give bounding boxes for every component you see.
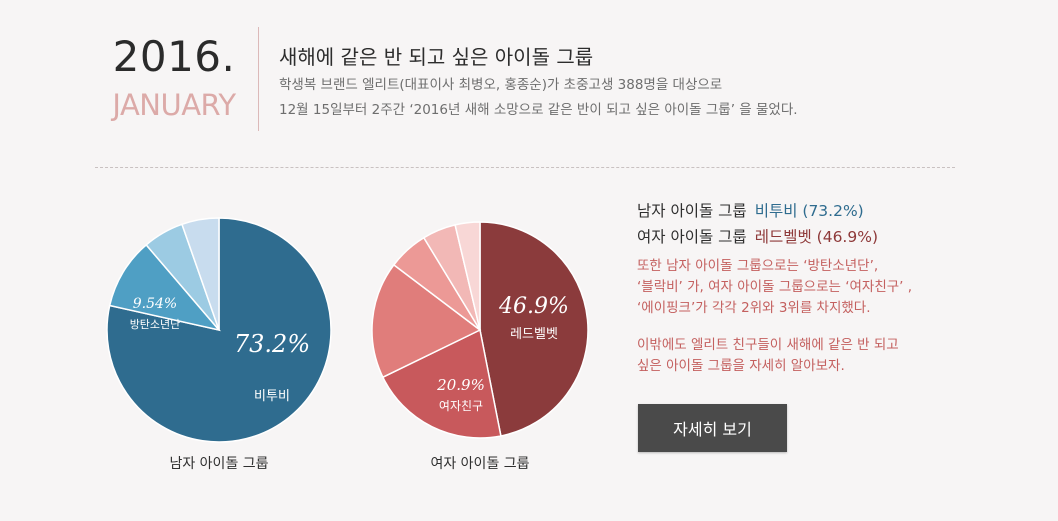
- slice-percent-label: 46.9%: [498, 294, 569, 319]
- pie-slice: [479, 221, 589, 437]
- description-line-2: 12월 15일부터 2주간 ‘2016년 새해 소망으로 같은 반이 되고 싶은…: [279, 102, 798, 118]
- description: 학생복 브랜드 엘리트(대표이사 최병오, 홍종순)가 초중고생 388명을 대…: [279, 73, 919, 123]
- slice-name-label: 레드벨벳: [510, 327, 558, 342]
- slice-name-label: 비투비: [254, 389, 290, 404]
- slice-percent-label: 9.54%: [133, 296, 177, 312]
- pie-slice: [454, 221, 481, 331]
- note-paragraph-1: 또한 남자 아이돌 그룹으로는 ‘방탄소년단’, ‘블락비’ 가, 여자 아이돌…: [637, 256, 967, 319]
- summary: 남자 아이돌 그룹 비투비 (73.2%) 여자 아이돌 그룹 레드벨벳 (46.9…: [637, 198, 878, 250]
- pie-caption: 여자 아이돌 그룹: [430, 456, 529, 472]
- pie-slice: [381, 328, 502, 439]
- summary-male-label: 남자 아이돌 그룹: [637, 202, 747, 220]
- summary-male: 남자 아이돌 그룹 비투비 (73.2%): [637, 198, 878, 224]
- headline: 새해에 같은 반 되고 싶은 아이돌 그룹: [279, 45, 594, 69]
- pie-slice: [108, 243, 222, 332]
- dashed-divider: [95, 167, 955, 168]
- details-button[interactable]: 자세히 보기: [638, 404, 787, 452]
- header-divider: [258, 27, 259, 131]
- note-line: 또한 남자 아이돌 그룹으로는 ‘방탄소년단’,: [637, 258, 879, 274]
- note-line: ‘블락비’ 가, 여자 아이돌 그룹으로는 ‘여자친구’ ,: [637, 279, 913, 295]
- summary-male-winner: 비투비 (73.2%): [754, 202, 864, 220]
- summary-female-label: 여자 아이돌 그룹: [637, 228, 747, 246]
- description-line-1: 학생복 브랜드 엘리트(대표이사 최병오, 홍종순)가 초중고생 388명을 대…: [279, 77, 723, 93]
- slice-percent-label: 73.2%: [234, 330, 310, 358]
- summary-female-winner: 레드벨벳 (46.9%): [754, 228, 878, 246]
- pie-slice: [181, 217, 220, 331]
- slice-name-label: 방탄소년단: [130, 318, 181, 331]
- month: JANUARY: [112, 88, 236, 122]
- note-paragraph-2: 이밖에도 엘리트 친구들이 새해에 같은 반 되고 싶은 아이돌 그룹을 자세히…: [637, 335, 967, 377]
- note-line: ‘에이핑크’가 각각 2위와 3위를 차지했다.: [637, 300, 871, 316]
- note-line: 싶은 아이돌 그룹을 자세히 알아보자.: [637, 358, 845, 374]
- slice-percent-label: 20.9%: [436, 376, 485, 394]
- slice-name-label: 여자친구: [439, 399, 483, 413]
- pie-slice: [371, 263, 482, 379]
- year: 2016.: [112, 32, 236, 81]
- pie-caption: 남자 아이돌 그룹: [169, 456, 268, 472]
- summary-female: 여자 아이돌 그룹 레드벨벳 (46.9%): [637, 224, 878, 250]
- note-line: 이밖에도 엘리트 친구들이 새해에 같은 반 되고: [637, 337, 899, 353]
